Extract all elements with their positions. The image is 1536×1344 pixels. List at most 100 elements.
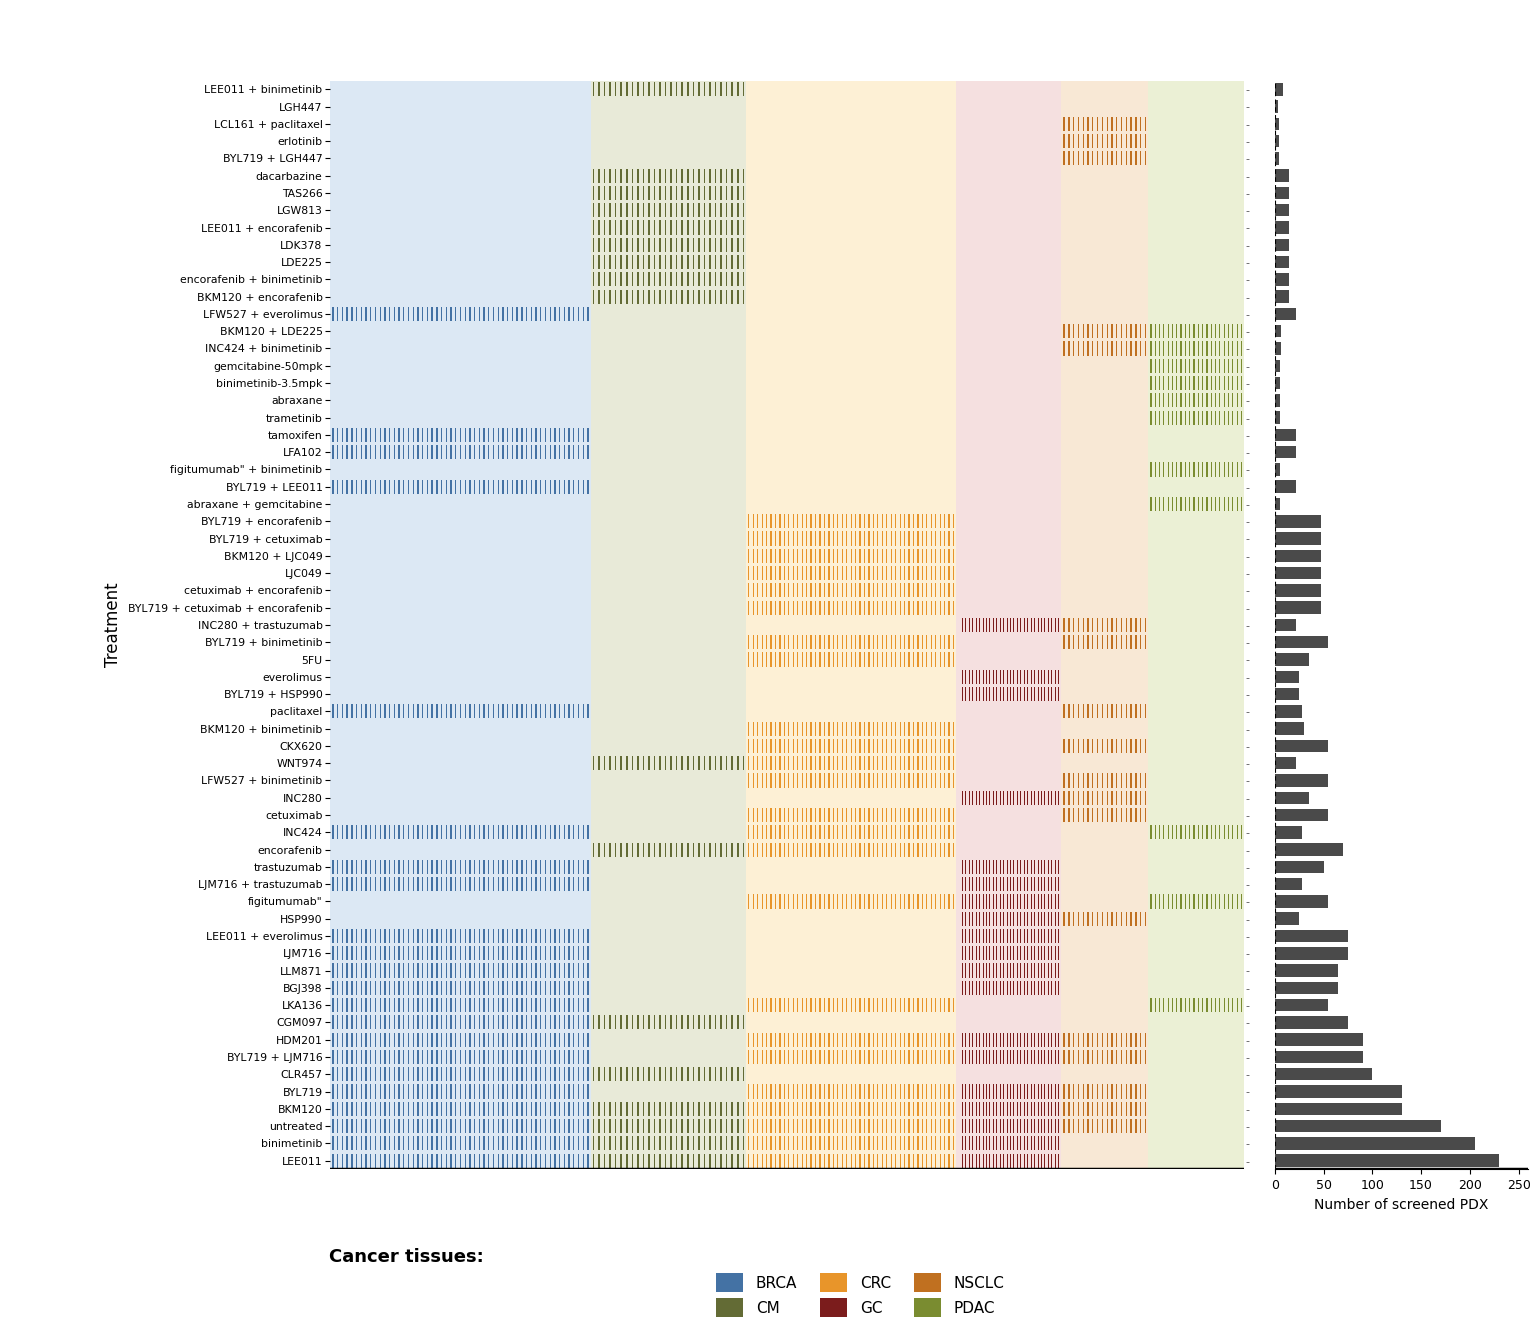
Bar	[654, 1102, 656, 1116]
Bar	[710, 1015, 711, 1030]
Bar	[1275, 913, 1299, 925]
Bar	[1275, 706, 1303, 718]
Bar	[648, 757, 650, 770]
Bar	[670, 185, 671, 200]
Bar	[737, 843, 739, 856]
Bar	[1275, 878, 1303, 890]
Bar	[654, 185, 656, 200]
Bar	[659, 1015, 660, 1030]
Bar	[714, 168, 716, 183]
Bar	[665, 1015, 667, 1030]
Bar	[720, 1102, 722, 1116]
Bar	[593, 168, 594, 183]
X-axis label: Number of screened PDX: Number of screened PDX	[1315, 1198, 1488, 1211]
Bar	[737, 255, 739, 269]
Bar	[742, 82, 743, 97]
Bar	[682, 203, 684, 218]
Bar	[593, 757, 594, 770]
Bar	[682, 1120, 684, 1133]
Bar	[604, 273, 605, 286]
Bar	[648, 273, 650, 286]
Bar	[648, 1153, 650, 1168]
Bar	[598, 1136, 599, 1150]
Bar	[714, 757, 716, 770]
Bar	[621, 1067, 622, 1082]
Bar	[659, 1102, 660, 1116]
Bar	[1275, 653, 1309, 665]
Bar	[604, 82, 605, 97]
Bar	[665, 203, 667, 218]
Bar	[621, 185, 622, 200]
Bar	[714, 273, 716, 286]
Bar	[610, 1153, 611, 1168]
Bar	[631, 1120, 633, 1133]
Bar	[659, 1120, 660, 1133]
Bar	[727, 1136, 728, 1150]
Y-axis label: Treatment: Treatment	[104, 583, 123, 667]
Bar	[665, 289, 667, 304]
Bar	[648, 238, 650, 251]
Bar	[703, 1015, 705, 1030]
Bar	[659, 273, 660, 286]
Bar	[737, 273, 739, 286]
Bar	[714, 1153, 716, 1168]
Bar	[627, 185, 628, 200]
Bar	[598, 289, 599, 304]
Bar	[614, 168, 616, 183]
Bar	[648, 1136, 650, 1150]
Bar	[693, 203, 694, 218]
Bar	[627, 203, 628, 218]
Bar	[714, 82, 716, 97]
Bar	[699, 168, 700, 183]
Bar	[604, 220, 605, 235]
Bar	[714, 238, 716, 251]
Bar	[637, 82, 639, 97]
Bar	[637, 273, 639, 286]
Bar	[627, 289, 628, 304]
Bar	[687, 220, 688, 235]
Bar	[637, 1067, 639, 1082]
Bar	[610, 289, 611, 304]
Bar	[720, 185, 722, 200]
Bar	[710, 843, 711, 856]
Bar	[604, 1153, 605, 1168]
Bar	[665, 185, 667, 200]
Bar	[682, 843, 684, 856]
Bar	[614, 757, 616, 770]
Bar	[742, 185, 743, 200]
Bar	[737, 1067, 739, 1082]
Bar	[654, 220, 656, 235]
Bar	[637, 1153, 639, 1168]
Bar	[1275, 688, 1299, 700]
Bar	[598, 273, 599, 286]
Bar	[1275, 464, 1279, 476]
Bar	[1275, 723, 1304, 735]
Bar	[687, 238, 688, 251]
Bar	[703, 168, 705, 183]
Bar	[737, 1136, 739, 1150]
Bar	[737, 82, 739, 97]
Bar	[637, 757, 639, 770]
Bar	[1275, 792, 1309, 804]
Bar	[714, 1067, 716, 1082]
Bar	[604, 1102, 605, 1116]
Bar	[627, 757, 628, 770]
Bar	[627, 220, 628, 235]
Bar	[710, 168, 711, 183]
Bar	[676, 1120, 677, 1133]
Bar	[687, 289, 688, 304]
Bar	[593, 1120, 594, 1133]
Bar	[727, 82, 728, 97]
Bar	[682, 273, 684, 286]
Bar	[714, 255, 716, 269]
Bar	[714, 203, 716, 218]
Bar	[742, 843, 743, 856]
Bar	[604, 1015, 605, 1030]
Bar	[1275, 1016, 1349, 1028]
Bar	[670, 203, 671, 218]
Bar	[682, 238, 684, 251]
Bar	[665, 757, 667, 770]
Bar	[710, 1120, 711, 1133]
Bar	[610, 220, 611, 235]
Bar	[693, 185, 694, 200]
